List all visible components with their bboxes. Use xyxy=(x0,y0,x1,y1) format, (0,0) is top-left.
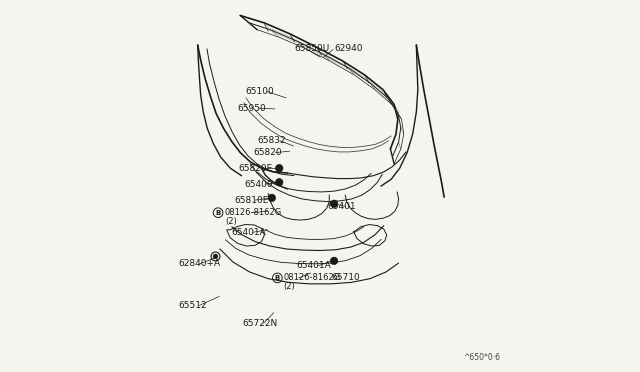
Text: 65950: 65950 xyxy=(237,104,266,113)
Circle shape xyxy=(276,179,283,186)
Text: 65512: 65512 xyxy=(179,301,207,310)
Text: 65820E: 65820E xyxy=(239,164,273,173)
Text: B: B xyxy=(216,210,221,216)
Text: 65722N: 65722N xyxy=(242,319,277,328)
Text: 65400: 65400 xyxy=(244,180,273,189)
Text: ^650*0·6: ^650*0·6 xyxy=(463,353,500,362)
Text: 65401: 65401 xyxy=(328,202,356,211)
Text: (2): (2) xyxy=(225,217,237,226)
Circle shape xyxy=(330,200,338,208)
Text: 62940: 62940 xyxy=(334,44,363,53)
Text: 62840+A: 62840+A xyxy=(179,259,221,268)
Text: 65710: 65710 xyxy=(331,273,360,282)
Text: 65850U: 65850U xyxy=(294,44,330,53)
Text: (2): (2) xyxy=(284,282,296,291)
Text: 65100: 65100 xyxy=(245,87,274,96)
Text: 08126-8162G: 08126-8162G xyxy=(284,273,341,282)
Text: 65401A: 65401A xyxy=(296,261,331,270)
Text: B: B xyxy=(275,275,280,281)
Text: 08126-8162G: 08126-8162G xyxy=(225,208,282,217)
Text: 65401A: 65401A xyxy=(232,228,266,237)
Circle shape xyxy=(276,164,283,172)
Circle shape xyxy=(330,257,338,264)
Text: 65820: 65820 xyxy=(253,148,282,157)
Text: 65832: 65832 xyxy=(257,136,285,145)
Circle shape xyxy=(213,254,218,259)
Circle shape xyxy=(268,194,276,202)
Text: 65810E: 65810E xyxy=(234,196,268,205)
